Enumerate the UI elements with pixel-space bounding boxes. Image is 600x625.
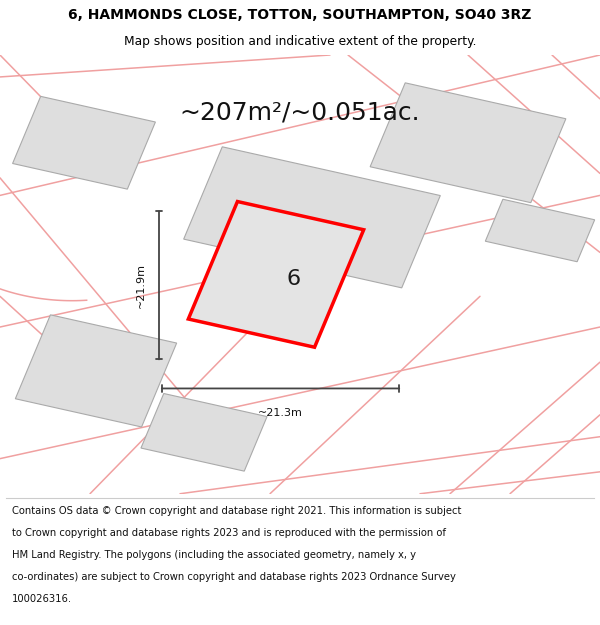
- Text: HM Land Registry. The polygons (including the associated geometry, namely x, y: HM Land Registry. The polygons (includin…: [12, 549, 416, 559]
- Text: Contains OS data © Crown copyright and database right 2021. This information is : Contains OS data © Crown copyright and d…: [12, 506, 461, 516]
- Text: co-ordinates) are subject to Crown copyright and database rights 2023 Ordnance S: co-ordinates) are subject to Crown copyr…: [12, 572, 456, 582]
- Polygon shape: [16, 315, 176, 427]
- Polygon shape: [370, 83, 566, 202]
- Text: 100026316.: 100026316.: [12, 594, 72, 604]
- Text: ~207m²/~0.051ac.: ~207m²/~0.051ac.: [179, 100, 421, 124]
- Text: Map shows position and indicative extent of the property.: Map shows position and indicative extent…: [124, 35, 476, 48]
- Polygon shape: [141, 394, 267, 471]
- Text: to Crown copyright and database rights 2023 and is reproduced with the permissio: to Crown copyright and database rights 2…: [12, 528, 446, 538]
- Text: ~21.9m: ~21.9m: [136, 263, 146, 308]
- Polygon shape: [485, 199, 595, 262]
- Polygon shape: [184, 147, 440, 288]
- Text: ~21.3m: ~21.3m: [258, 408, 303, 418]
- Text: 6, HAMMONDS CLOSE, TOTTON, SOUTHAMPTON, SO40 3RZ: 6, HAMMONDS CLOSE, TOTTON, SOUTHAMPTON, …: [68, 8, 532, 22]
- Polygon shape: [13, 96, 155, 189]
- Polygon shape: [188, 201, 364, 348]
- Text: 6: 6: [287, 269, 301, 289]
